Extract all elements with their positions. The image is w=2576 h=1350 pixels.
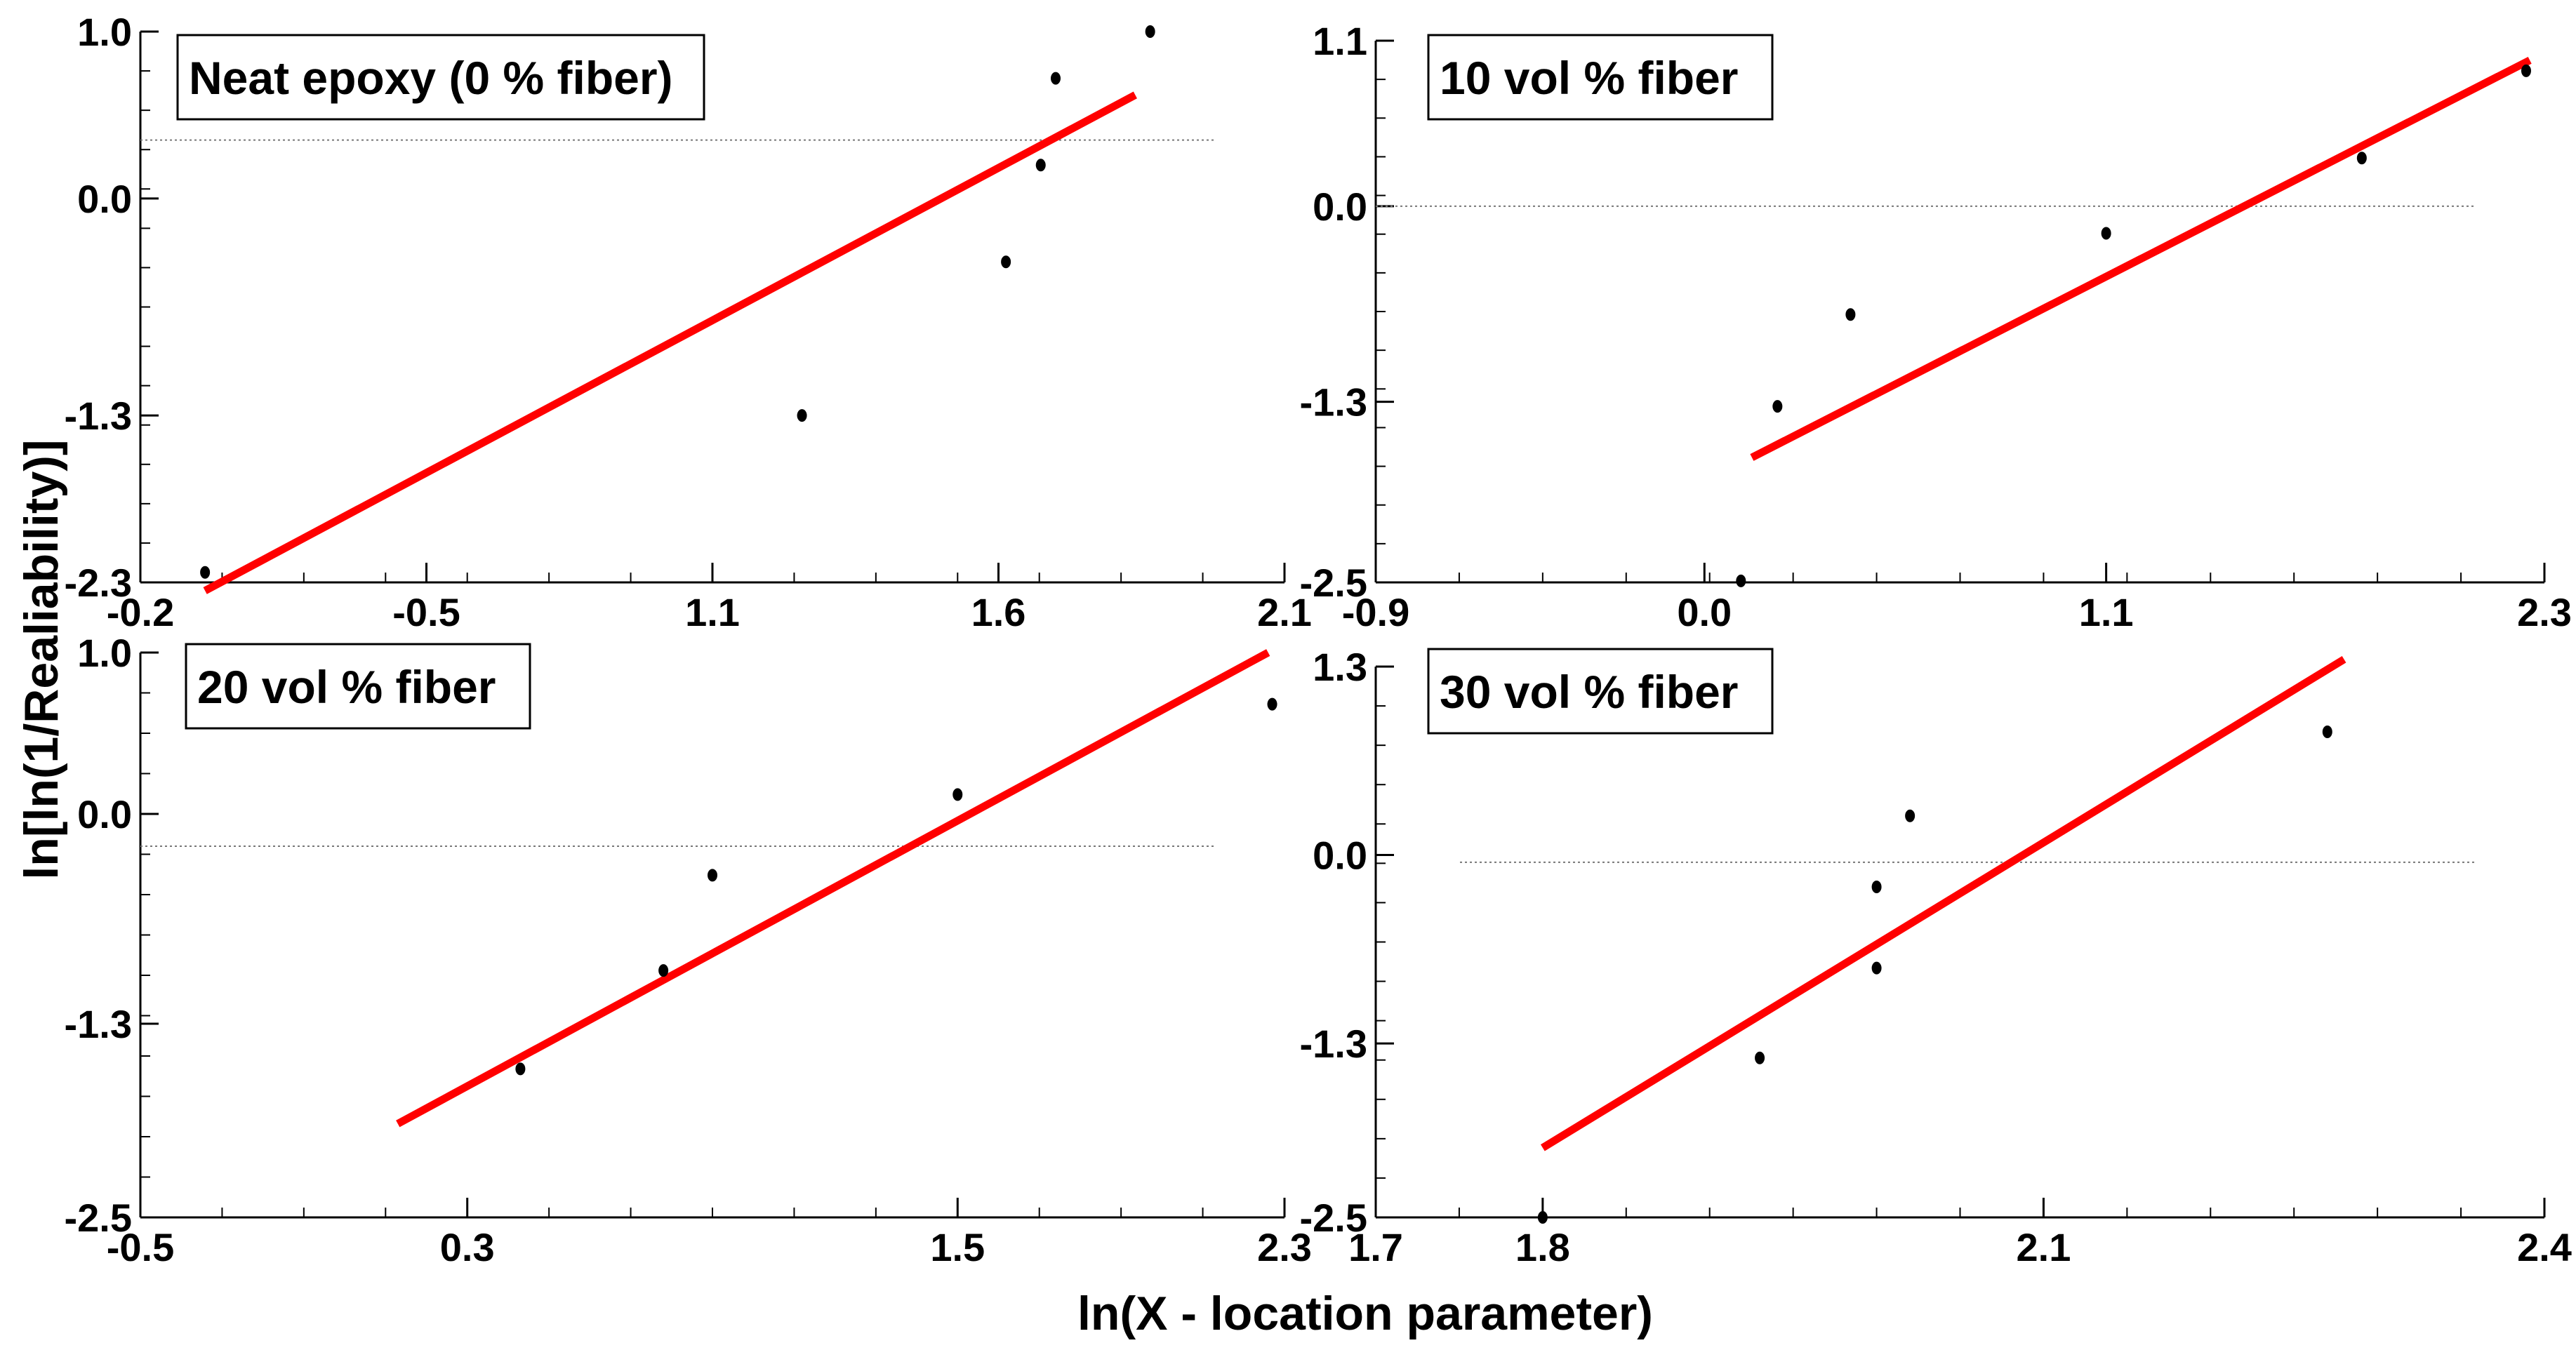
x-tick-label: 1.6 xyxy=(971,590,1026,634)
x-tick-label: 1.1 xyxy=(2079,590,2134,634)
panel-title: Neat epoxy (0 % fiber) xyxy=(189,52,673,104)
data-point xyxy=(2101,227,2111,240)
data-point xyxy=(708,869,717,882)
data-point xyxy=(1845,308,1856,321)
x-tick-label: 0.0 xyxy=(1677,590,1732,634)
y-tick-label: 1.0 xyxy=(77,10,132,54)
data-point xyxy=(1736,574,1746,587)
panel-title-box xyxy=(185,643,531,730)
data-point xyxy=(1871,961,1882,975)
fit-line xyxy=(203,91,1137,594)
panel-title-box xyxy=(1427,648,1774,735)
data-point xyxy=(1001,255,1011,269)
x-tick-label: 2.3 xyxy=(1257,1225,1312,1269)
panel-title: 10 vol % fiber xyxy=(1440,52,1739,104)
data-point xyxy=(1537,1211,1548,1224)
panel-30-vol-fiber: 1.3 0.0 -1.3 -2.51.7 1.8 2.1 2.4 30 vol % fiber xyxy=(1300,645,2572,1269)
panel-10-vol-fiber: 1.1 0.0 -1.3 -2.5-0.9 0.0 1.1 2.3 10 vol % fibe… xyxy=(1300,19,2572,634)
data-point xyxy=(1051,72,1061,85)
data-point xyxy=(515,1062,526,1076)
y-tick-label: 1.0 xyxy=(77,631,132,675)
x-tick-label: 2.3 xyxy=(2517,590,2572,634)
fit-line xyxy=(396,649,1270,1128)
panel-title: 30 vol % fiber xyxy=(1440,666,1739,718)
y-tick-label: 0.0 xyxy=(1313,185,1367,229)
panel-title: 20 vol % fiber xyxy=(197,661,496,713)
panel-neat-epoxy: 1.0 0.0 -1.3 -2.3-0.2 -0.5 1.1 1.6 2.1 Neat epox… xyxy=(65,10,1312,634)
x-tick-label: -0.2 xyxy=(107,590,175,634)
panel-title-box xyxy=(176,34,705,121)
data-point xyxy=(797,409,807,422)
y-tick-label: -2.3 xyxy=(65,561,133,605)
y-tick-label: -2.5 xyxy=(65,1196,133,1240)
x-tick-label: 2.1 xyxy=(1257,590,1312,634)
y-axis-title: ln[ln(1/Realiability)] xyxy=(15,439,68,879)
x-tick-label: 0.3 xyxy=(440,1225,495,1269)
y-tick-label: -1.3 xyxy=(65,394,133,438)
y-tick-label: 0.0 xyxy=(1313,834,1367,878)
y-tick-label: -2.5 xyxy=(1300,1196,1368,1240)
y-tick-label: -1.3 xyxy=(1300,380,1368,425)
panel-20-vol-fiber: 1.0 0.0 -1.3 -2.5-0.5 0.3 1.5 2.3 20 vol % fibe… xyxy=(65,631,1312,1269)
data-point xyxy=(1035,159,1046,172)
x-tick-label: 1.8 xyxy=(1515,1225,1570,1269)
x-tick-label: 1.5 xyxy=(930,1225,985,1269)
y-tick-label: 1.1 xyxy=(1313,19,1367,63)
data-point xyxy=(658,964,669,977)
data-point xyxy=(1145,25,1155,38)
data-point xyxy=(1267,697,1277,711)
y-tick-label: 1.3 xyxy=(1313,645,1367,689)
x-tick-label: -0.5 xyxy=(392,590,460,634)
fit-line xyxy=(1540,655,2346,1151)
x-tick-label: -0.9 xyxy=(1342,590,1410,634)
panel-title-box xyxy=(1427,34,1774,121)
y-tick-label: -2.5 xyxy=(1300,561,1368,605)
fit-line xyxy=(1750,56,2532,461)
x-tick-label: 1.7 xyxy=(1348,1225,1403,1269)
data-point xyxy=(2322,725,2332,738)
data-point xyxy=(1772,400,1783,413)
data-point xyxy=(2356,152,2367,165)
data-point xyxy=(200,566,211,579)
y-tick-label: -1.3 xyxy=(65,1002,133,1046)
data-point xyxy=(1905,809,1916,822)
y-tick-label: -1.3 xyxy=(1300,1022,1368,1066)
data-point xyxy=(952,788,963,801)
data-point xyxy=(1755,1051,1765,1064)
x-tick-label: 2.1 xyxy=(2016,1225,2071,1269)
x-tick-label: 1.1 xyxy=(685,590,740,634)
x-axis-title: ln(X - location parameter) xyxy=(1077,1287,1653,1340)
data-point xyxy=(2521,64,2531,77)
x-tick-label: -0.5 xyxy=(107,1225,175,1269)
data-point xyxy=(1871,881,1882,893)
y-tick-label: 0.0 xyxy=(77,177,132,221)
y-tick-label: 0.0 xyxy=(77,792,132,836)
x-tick-label: 2.4 xyxy=(2517,1225,2572,1269)
